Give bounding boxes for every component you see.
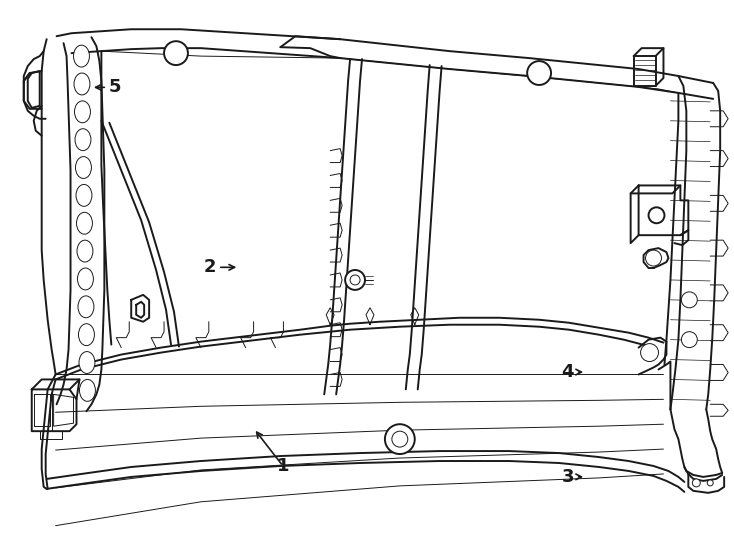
Circle shape	[527, 61, 551, 85]
Circle shape	[164, 41, 188, 65]
Circle shape	[681, 292, 697, 308]
Circle shape	[350, 275, 360, 285]
Ellipse shape	[76, 157, 92, 179]
Circle shape	[708, 480, 713, 486]
Circle shape	[681, 332, 697, 348]
Circle shape	[641, 343, 658, 361]
Ellipse shape	[79, 323, 95, 346]
Ellipse shape	[76, 185, 92, 206]
Ellipse shape	[75, 129, 91, 151]
Circle shape	[646, 250, 661, 266]
Circle shape	[649, 207, 664, 223]
Ellipse shape	[73, 45, 90, 67]
Ellipse shape	[75, 101, 90, 123]
Circle shape	[392, 431, 408, 447]
Ellipse shape	[79, 380, 95, 401]
Text: 4: 4	[562, 363, 574, 381]
Ellipse shape	[76, 212, 92, 234]
Ellipse shape	[78, 296, 94, 318]
Ellipse shape	[78, 268, 93, 290]
Circle shape	[385, 424, 415, 454]
Text: 5: 5	[109, 78, 121, 96]
Ellipse shape	[79, 352, 95, 374]
Circle shape	[692, 479, 700, 487]
Ellipse shape	[74, 73, 90, 95]
Ellipse shape	[77, 240, 93, 262]
Circle shape	[345, 270, 365, 290]
Text: 2: 2	[204, 258, 217, 276]
Text: 3: 3	[562, 468, 574, 486]
Text: 1: 1	[277, 457, 289, 475]
